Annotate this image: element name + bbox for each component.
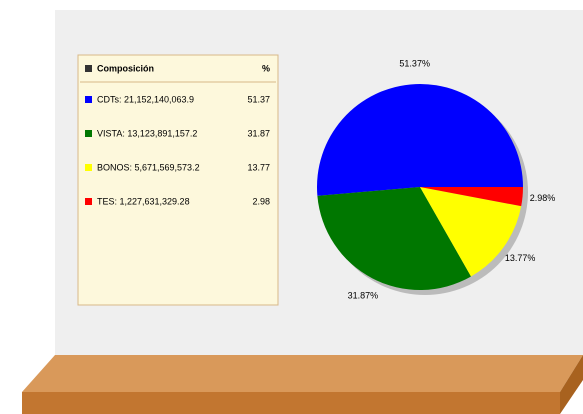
legend-label: TES: 1,227,631,329.28 [97, 196, 190, 206]
slice-label: 2.98% [530, 193, 556, 203]
shelf-top [22, 355, 583, 392]
shelf-side [560, 355, 583, 414]
legend-value: 51.37 [247, 94, 270, 104]
slice-label: 31.87% [348, 290, 379, 300]
pie-slice [420, 187, 523, 207]
slice-label: 13.77% [505, 253, 536, 263]
legend-box [77, 54, 279, 306]
legend-swatch [85, 130, 92, 137]
legend-header-icon [85, 65, 92, 72]
legend-label: VISTA: 13,123,891,157.2 [97, 128, 197, 138]
legend-title: Composición [97, 63, 154, 73]
shelf-front [22, 392, 560, 414]
legend-value: 13.77 [247, 162, 270, 172]
pie-slice [317, 187, 472, 291]
legend-swatch [85, 198, 92, 205]
legend-label: BONOS: 5,671,569,573.2 [97, 162, 200, 172]
legend-swatch [85, 164, 92, 171]
pie-slice [317, 84, 523, 196]
legend-value: 31.87 [247, 128, 270, 138]
legend-value-header: % [262, 63, 270, 73]
legend-swatch [85, 96, 92, 103]
legend-value: 2.98 [252, 196, 270, 206]
pie-slice [420, 187, 522, 277]
legend-label: CDTs: 21,152,140,063.9 [97, 94, 194, 104]
slice-label: 51.37% [399, 58, 430, 68]
